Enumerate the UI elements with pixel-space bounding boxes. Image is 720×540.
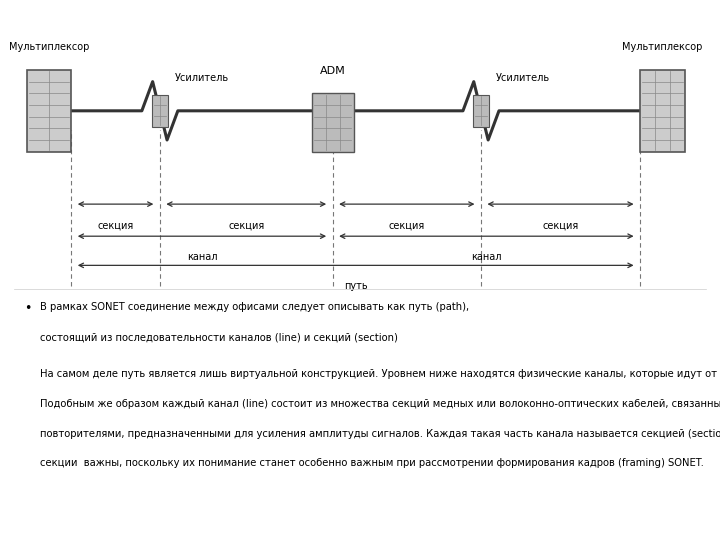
Text: канал: канал (471, 252, 502, 262)
Text: секция: секция (97, 220, 134, 230)
Text: В рамках SONET соединение между офисами следует описывать как путь (path),: В рамках SONET соединение между офисами … (40, 301, 469, 312)
Text: •: • (24, 301, 31, 314)
Text: Усилитель: Усилитель (496, 73, 550, 83)
Bar (473, 95, 489, 127)
Text: Подобным же образом каждый канал (line) состоит из множества секций медных или в: Подобным же образом каждый канал (line) … (40, 399, 720, 409)
Text: канал: канал (186, 252, 217, 262)
Text: повторителями, предназначенными для усиления амплитуды сигналов. Каждая такая ча: повторителями, предназначенными для усил… (40, 429, 720, 438)
Text: секция: секция (389, 220, 425, 230)
Text: Мультиплексор: Мультиплексор (622, 43, 703, 52)
Text: Мультиплексор: Мультиплексор (9, 43, 89, 52)
Text: Усилитель: Усилитель (175, 73, 229, 83)
Text: секция: секция (228, 220, 264, 230)
Bar (152, 95, 168, 127)
Text: секции  важны, поскольку их понимание станет особенно важным при рассмотрении фо: секции важны, поскольку их понимание ста… (40, 458, 703, 468)
Text: путь: путь (344, 281, 367, 292)
Text: секция: секция (542, 220, 579, 230)
Bar (640, 70, 685, 152)
Text: ADM: ADM (320, 66, 346, 76)
Text: состоящий из последовательности каналов (line) и секций (section): состоящий из последовательности каналов … (40, 333, 397, 343)
Bar (27, 70, 71, 152)
Text: На самом деле путь является лишь виртуальной конструкцией. Уровнем ниже находятс: На самом деле путь является лишь виртуал… (40, 369, 720, 379)
Bar (312, 93, 354, 152)
